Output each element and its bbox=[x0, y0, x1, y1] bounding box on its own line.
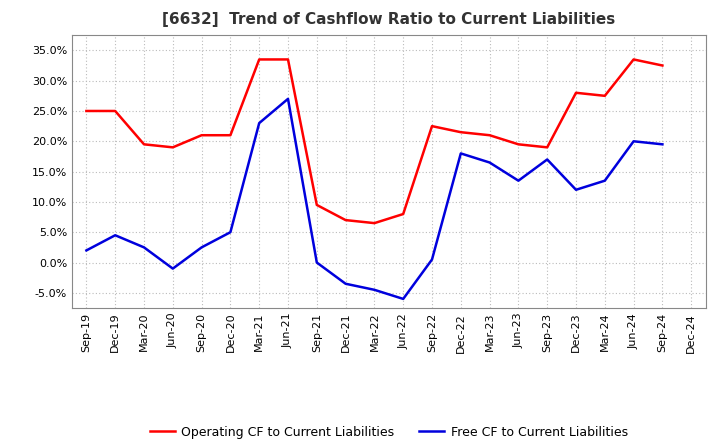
Free CF to Current Liabilities bbox=[572, 187, 580, 192]
Free CF to Current Liabilities bbox=[658, 142, 667, 147]
Title: [6632]  Trend of Cashflow Ratio to Current Liabilities: [6632] Trend of Cashflow Ratio to Curren… bbox=[162, 12, 616, 27]
Operating CF to Current Liabilities bbox=[629, 57, 638, 62]
Free CF to Current Liabilities bbox=[255, 121, 264, 126]
Free CF to Current Liabilities bbox=[514, 178, 523, 183]
Free CF to Current Liabilities bbox=[168, 266, 177, 271]
Free CF to Current Liabilities bbox=[111, 233, 120, 238]
Free CF to Current Liabilities bbox=[370, 287, 379, 293]
Free CF to Current Liabilities bbox=[456, 151, 465, 156]
Operating CF to Current Liabilities bbox=[168, 145, 177, 150]
Free CF to Current Liabilities bbox=[399, 296, 408, 301]
Operating CF to Current Liabilities bbox=[255, 57, 264, 62]
Operating CF to Current Liabilities bbox=[428, 124, 436, 129]
Free CF to Current Liabilities bbox=[226, 230, 235, 235]
Free CF to Current Liabilities bbox=[82, 248, 91, 253]
Free CF to Current Liabilities bbox=[284, 96, 292, 102]
Operating CF to Current Liabilities bbox=[370, 220, 379, 226]
Operating CF to Current Liabilities bbox=[82, 108, 91, 114]
Free CF to Current Liabilities bbox=[140, 245, 148, 250]
Free CF to Current Liabilities bbox=[629, 139, 638, 144]
Operating CF to Current Liabilities bbox=[111, 108, 120, 114]
Operating CF to Current Liabilities bbox=[456, 129, 465, 135]
Free CF to Current Liabilities bbox=[485, 160, 494, 165]
Legend: Operating CF to Current Liabilities, Free CF to Current Liabilities: Operating CF to Current Liabilities, Fre… bbox=[145, 421, 633, 440]
Operating CF to Current Liabilities bbox=[399, 211, 408, 216]
Operating CF to Current Liabilities bbox=[485, 132, 494, 138]
Operating CF to Current Liabilities bbox=[284, 57, 292, 62]
Operating CF to Current Liabilities bbox=[572, 90, 580, 95]
Free CF to Current Liabilities bbox=[428, 257, 436, 262]
Free CF to Current Liabilities bbox=[312, 260, 321, 265]
Operating CF to Current Liabilities bbox=[658, 63, 667, 68]
Operating CF to Current Liabilities bbox=[312, 202, 321, 208]
Free CF to Current Liabilities bbox=[600, 178, 609, 183]
Operating CF to Current Liabilities bbox=[543, 145, 552, 150]
Line: Free CF to Current Liabilities: Free CF to Current Liabilities bbox=[86, 99, 662, 299]
Operating CF to Current Liabilities bbox=[197, 132, 206, 138]
Line: Operating CF to Current Liabilities: Operating CF to Current Liabilities bbox=[86, 59, 662, 223]
Free CF to Current Liabilities bbox=[543, 157, 552, 162]
Operating CF to Current Liabilities bbox=[514, 142, 523, 147]
Operating CF to Current Liabilities bbox=[226, 132, 235, 138]
Operating CF to Current Liabilities bbox=[140, 142, 148, 147]
Operating CF to Current Liabilities bbox=[341, 217, 350, 223]
Free CF to Current Liabilities bbox=[341, 281, 350, 286]
Free CF to Current Liabilities bbox=[197, 245, 206, 250]
Operating CF to Current Liabilities bbox=[600, 93, 609, 99]
